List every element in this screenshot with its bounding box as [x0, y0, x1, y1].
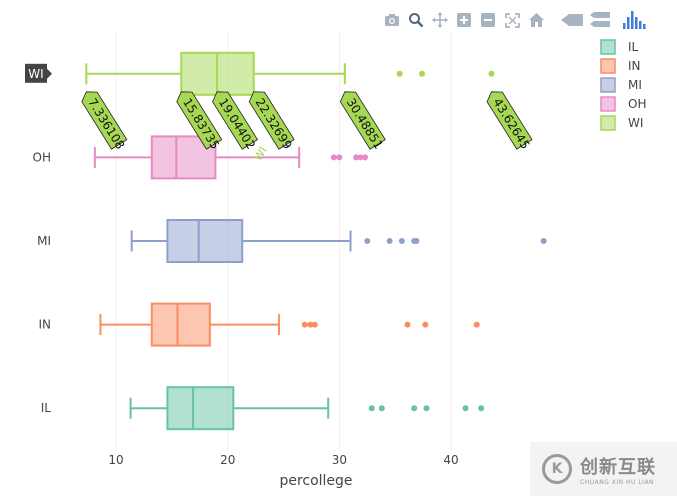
- hover-value-text: 22.32699: [253, 96, 295, 152]
- outlier-point[interactable]: [411, 405, 418, 412]
- hover-value-tag: [486, 91, 533, 150]
- legend-label: IL: [628, 40, 639, 54]
- outlier-point[interactable]: [330, 154, 337, 161]
- x-tick-label: 30: [332, 453, 347, 467]
- outlier-point[interactable]: [404, 321, 411, 328]
- box-iqr: [166, 219, 244, 263]
- hover-value-text: 43.62645: [490, 96, 532, 152]
- legend-item-il[interactable]: IL: [600, 39, 639, 55]
- outlier-point[interactable]: [488, 70, 495, 77]
- hover-trace-name: WI: [251, 145, 270, 164]
- hover-value-tag: [176, 91, 223, 150]
- box-trace-in[interactable]: [99, 302, 480, 347]
- outlier-point[interactable]: [336, 154, 343, 161]
- outlier-point[interactable]: [378, 405, 385, 412]
- outlier-point[interactable]: [398, 238, 405, 244]
- box-trace-mi[interactable]: [130, 219, 547, 263]
- autoscale-icon[interactable]: [502, 10, 522, 30]
- outlier-point[interactable]: [422, 321, 429, 328]
- zoom-icon[interactable]: [406, 10, 426, 30]
- legend-label: MI: [628, 78, 642, 92]
- outlier-point[interactable]: [423, 405, 430, 412]
- y-tick-label: OH: [33, 150, 51, 164]
- modebar: [382, 10, 648, 30]
- home-icon[interactable]: [526, 10, 546, 30]
- legend-swatch: [600, 77, 616, 93]
- box-trace-oh[interactable]: [93, 135, 369, 180]
- box-trace-il[interactable]: [129, 386, 485, 431]
- hover-value-tag: [212, 91, 259, 150]
- outlier-point[interactable]: [301, 321, 308, 328]
- pan-icon[interactable]: [430, 10, 450, 30]
- zoom-in-icon[interactable]: [454, 10, 474, 30]
- y-tick-label: IN: [38, 318, 51, 332]
- x-tick-label: 20: [220, 453, 235, 467]
- x-axis-title: percollege: [279, 473, 352, 489]
- hover-value-label: 43.62645: [486, 91, 533, 152]
- legend-item-wi[interactable]: WI: [600, 115, 643, 131]
- plotly-logo-icon[interactable]: [622, 10, 648, 30]
- y-hover-label-text: WI: [28, 67, 43, 81]
- box-trace-wi[interactable]: [85, 51, 495, 96]
- hover-value-tag: [81, 91, 128, 150]
- spike-lines-icon[interactable]: [560, 10, 584, 30]
- outlier-point[interactable]: [413, 238, 420, 244]
- outlier-point[interactable]: [368, 405, 375, 412]
- x-tick-label: 10: [108, 453, 123, 467]
- hover-compare-icon[interactable]: [588, 10, 612, 30]
- outlier-point[interactable]: [364, 238, 371, 244]
- hover-value-label: 7.336108: [81, 91, 128, 152]
- x-tick-label: 40: [443, 453, 458, 467]
- hover-value-label: 30.48851: [339, 91, 386, 152]
- hover-value-text: 30.48851: [344, 96, 386, 152]
- outlier-point[interactable]: [540, 238, 547, 244]
- legend-swatch: [600, 39, 616, 55]
- outlier-point[interactable]: [418, 70, 425, 77]
- legend-label: WI: [628, 116, 643, 130]
- hover-value-tag: [339, 91, 386, 150]
- zoom-out-icon[interactable]: [478, 10, 498, 30]
- legend-item-mi[interactable]: MI: [600, 77, 642, 93]
- y-axis-ticks: IL IN MI OH: [33, 150, 52, 415]
- legend-item-oh[interactable]: OH: [600, 96, 646, 112]
- watermark-text-en: CHUANG XIN HU LIAN: [580, 478, 655, 486]
- watermark-text-cn: 创新互联: [580, 456, 656, 478]
- outlier-point[interactable]: [311, 321, 318, 328]
- outlier-point[interactable]: [353, 154, 360, 161]
- watermark: K 创新互联 CHUANG XIN HU LIAN: [530, 442, 677, 496]
- hover-value-tag: [248, 91, 295, 150]
- legend-swatch: [600, 115, 616, 131]
- watermark-text: 创新互联 CHUANG XIN HU LIAN: [580, 453, 656, 486]
- outlier-point[interactable]: [473, 321, 480, 328]
- x-axis-ticks: 10 20 30 40: [108, 453, 458, 467]
- outlier-point[interactable]: [478, 405, 485, 412]
- legend-swatch: [600, 58, 616, 74]
- watermark-logo-icon: K: [542, 454, 572, 484]
- y-hover-label-box: [25, 63, 47, 83]
- y-hover-label: WI: [25, 63, 52, 83]
- y-tick-label: IL: [41, 401, 52, 415]
- outlier-point[interactable]: [307, 321, 314, 328]
- legend-item-in[interactable]: IN: [600, 58, 641, 74]
- legend-label: OH: [628, 97, 646, 111]
- box-iqr: [150, 302, 211, 347]
- box-iqr: [166, 386, 235, 431]
- legend: IL IN MI OH WI: [600, 39, 646, 131]
- hover-value-text: 7.336108: [85, 96, 127, 152]
- outlier-point[interactable]: [386, 238, 393, 244]
- outlier-point[interactable]: [362, 154, 369, 161]
- outlier-point[interactable]: [396, 70, 403, 77]
- y-tick-label: MI: [37, 234, 51, 248]
- outlier-point[interactable]: [357, 154, 364, 161]
- box-traces: [85, 51, 547, 431]
- y-hover-label-arrow: [47, 68, 52, 79]
- camera-icon[interactable]: [382, 10, 402, 30]
- legend-label: IN: [628, 59, 641, 73]
- outlier-point[interactable]: [462, 405, 469, 412]
- legend-swatch: [600, 96, 616, 112]
